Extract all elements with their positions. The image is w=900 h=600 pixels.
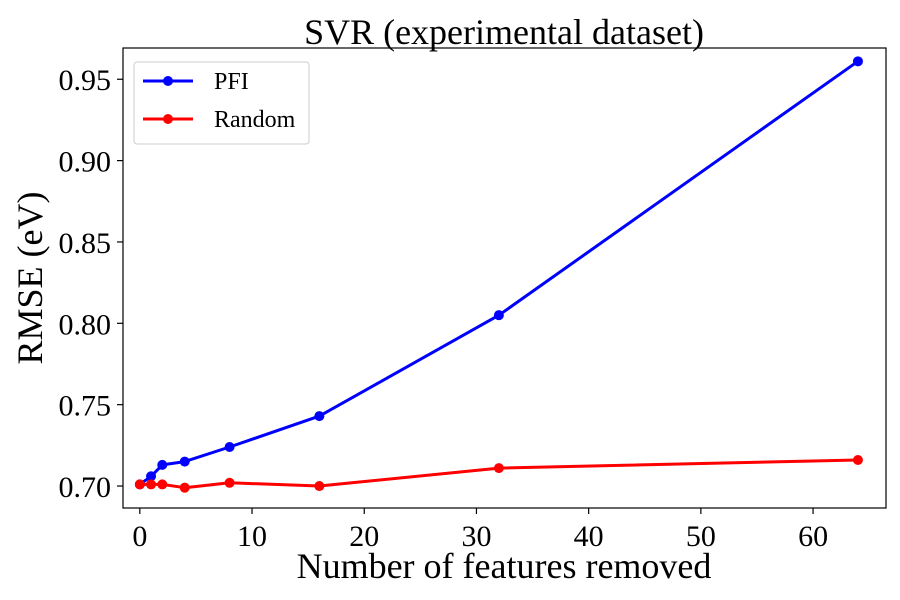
x-tick-label: 60 bbox=[798, 520, 828, 553]
x-tick-label: 0 bbox=[132, 520, 147, 553]
x-tick-label: 30 bbox=[461, 520, 491, 553]
y-tick-label: 0.70 bbox=[59, 471, 112, 504]
data-point-random bbox=[314, 481, 325, 492]
data-point-random bbox=[157, 479, 168, 490]
data-point-random bbox=[493, 463, 504, 474]
data-point-pfi bbox=[157, 459, 168, 470]
data-point-pfi bbox=[852, 56, 863, 67]
data-point-random bbox=[146, 479, 157, 490]
legend: PFI Random bbox=[133, 61, 310, 145]
data-point-random bbox=[179, 482, 190, 493]
y-tick-label: 0.95 bbox=[59, 64, 112, 97]
data-point-pfi bbox=[314, 411, 325, 422]
data-point-random bbox=[852, 454, 863, 465]
x-tick-label: 10 bbox=[237, 520, 267, 553]
legend-marker-random bbox=[163, 114, 173, 124]
data-point-pfi bbox=[146, 471, 157, 482]
data-point-pfi bbox=[224, 441, 235, 452]
y-tick-label: 0.75 bbox=[59, 390, 112, 423]
data-point-random bbox=[134, 479, 145, 490]
x-axis-label: Number of features removed bbox=[297, 546, 712, 586]
data-point-pfi bbox=[493, 310, 504, 321]
plot-area: 0 10 20 30 40 50 60 0.70 0.75 0.80 0.85 0.90 0.95 bbox=[59, 56, 863, 553]
chart-title: SVR (experimental dataset) bbox=[304, 12, 704, 52]
legend-label-random: Random bbox=[214, 107, 296, 133]
y-tick-label: 0.90 bbox=[59, 146, 112, 179]
legend-label-pfi: PFI bbox=[214, 69, 249, 95]
x-tick-label: 40 bbox=[574, 520, 604, 553]
axes-frame bbox=[122, 47, 887, 509]
y-tick-label: 0.85 bbox=[59, 227, 112, 260]
data-point-random bbox=[224, 477, 235, 488]
y-axis-label: RMSE (eV) bbox=[10, 192, 50, 365]
x-tick-label: 50 bbox=[686, 520, 716, 553]
x-tick-label: 20 bbox=[349, 520, 379, 553]
legend-marker-pfi bbox=[163, 76, 173, 86]
y-tick-label: 0.80 bbox=[59, 308, 112, 341]
data-point-pfi bbox=[179, 456, 190, 467]
